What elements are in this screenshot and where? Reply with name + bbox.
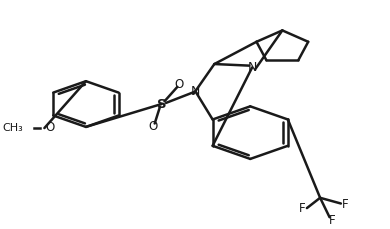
Text: F: F [299,202,306,215]
Text: O: O [45,121,55,134]
Text: O: O [175,78,184,91]
Text: O: O [148,120,158,133]
Text: S: S [157,98,166,111]
Text: F: F [329,214,336,227]
Text: F: F [342,198,349,211]
Text: CH₃: CH₃ [2,123,23,133]
Text: N: N [191,85,200,98]
Text: N: N [247,61,257,74]
